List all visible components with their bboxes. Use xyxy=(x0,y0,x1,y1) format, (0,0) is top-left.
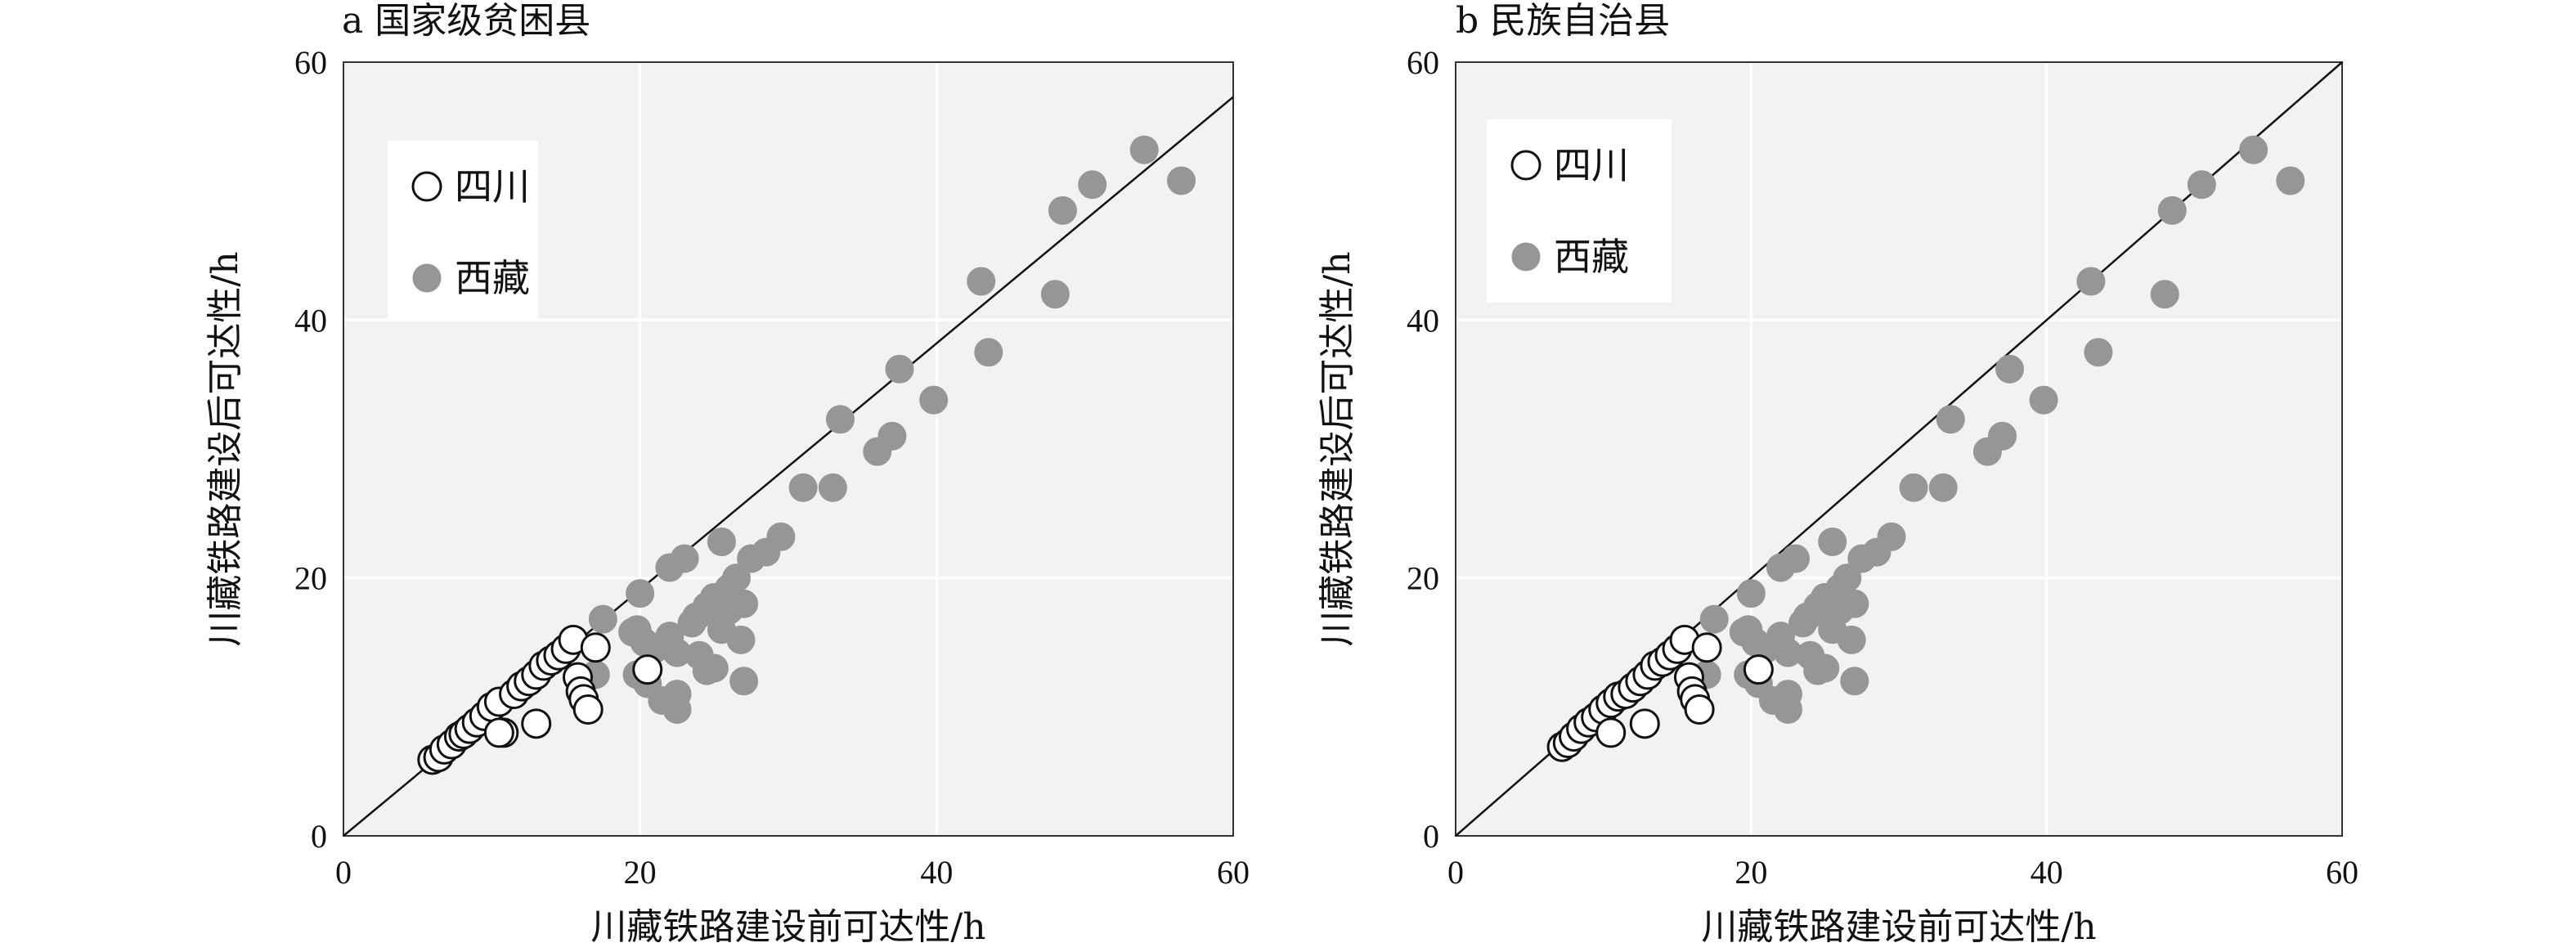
legend-label-sichuan: 四川 xyxy=(455,164,530,209)
legend-label-sichuan: 四川 xyxy=(1554,143,1629,187)
point-xizang xyxy=(1837,625,1866,654)
x-tick-label: 20 xyxy=(1735,854,1767,891)
point-xizang xyxy=(1928,473,1958,502)
chart-title: a 国家级贫困县 xyxy=(342,0,590,42)
point-xizang xyxy=(877,421,907,451)
point-xizang xyxy=(2187,170,2216,200)
y-axis-label: 川藏铁路建设后可达性/h xyxy=(204,251,246,646)
y-tick-label: 20 xyxy=(1407,560,1439,597)
point-xizang xyxy=(1167,166,1196,195)
point-xizang xyxy=(2157,195,2187,225)
point-xizang xyxy=(726,625,756,654)
point-xizang xyxy=(1877,522,1906,551)
point-xizang xyxy=(1818,528,1847,557)
point-xizang xyxy=(1734,615,1763,644)
point-sichuan xyxy=(483,717,514,748)
legend-marker-sichuan xyxy=(411,171,442,202)
point-xizang xyxy=(1040,280,1070,309)
legend-label-xizang: 西藏 xyxy=(455,256,530,300)
point-xizang xyxy=(766,522,796,551)
point-xizang xyxy=(662,638,692,667)
point-xizang xyxy=(1129,135,1159,164)
point-sichuan xyxy=(1743,654,1774,685)
y-tick-label: 40 xyxy=(1407,302,1439,339)
point-xizang xyxy=(1987,421,2017,451)
point-sichuan xyxy=(1691,632,1722,663)
point-xizang xyxy=(662,694,692,724)
point-xizang xyxy=(692,656,721,685)
plot-frame xyxy=(1455,61,2343,837)
point-xizang xyxy=(1995,354,2024,384)
point-xizang xyxy=(1825,595,1855,625)
x-axis-label: 川藏铁路建设前可达性/h xyxy=(1701,906,2096,948)
y-tick-label: 20 xyxy=(294,560,327,597)
x-tick-label: 60 xyxy=(1217,854,1250,891)
point-xizang xyxy=(2150,280,2179,309)
point-xizang xyxy=(1936,405,1965,434)
point-sichuan xyxy=(632,654,663,685)
legend-box xyxy=(388,141,538,319)
point-xizang xyxy=(2029,385,2058,415)
point-xizang xyxy=(885,354,914,384)
x-tick-label: 20 xyxy=(624,854,657,891)
point-xizang xyxy=(1699,604,1729,634)
point-sichuan xyxy=(521,708,552,739)
point-xizang xyxy=(707,528,736,557)
point-xizang xyxy=(622,615,652,644)
plot-frame xyxy=(343,61,1234,837)
point-xizang xyxy=(588,604,617,634)
point-xizang xyxy=(1899,473,1928,502)
x-tick-label: 60 xyxy=(2326,854,2358,891)
point-xizang xyxy=(1078,170,1107,200)
y-tick-label: 60 xyxy=(294,44,327,81)
x-axis-label: 川藏铁路建设前可达性/h xyxy=(590,906,985,948)
y-tick-label: 60 xyxy=(1407,44,1439,81)
point-xizang xyxy=(974,338,1003,367)
legend-marker-xizang xyxy=(1511,242,1541,272)
y-tick-label: 0 xyxy=(311,818,327,855)
point-xizang xyxy=(2076,267,2106,296)
y-axis-label: 川藏铁路建设后可达性/h xyxy=(1317,251,1358,646)
point-sichuan xyxy=(572,694,604,725)
x-tick-label: 40 xyxy=(2031,854,2063,891)
legend-label-xizang: 西藏 xyxy=(1554,235,1629,279)
point-xizang xyxy=(818,473,847,502)
chart-panel-a: a 国家级贫困县 0 20 40 60 0 20 40 60 川藏铁路建设前可达性/h 川藏铁路建设… xyxy=(204,0,1250,948)
point-xizang xyxy=(967,267,996,296)
point-xizang xyxy=(1793,602,1822,631)
point-xizang xyxy=(1781,544,1811,573)
x-tick-label: 0 xyxy=(335,854,352,891)
y-tick-label: 40 xyxy=(294,302,327,339)
y-tick-label: 0 xyxy=(1423,818,1439,855)
point-xizang xyxy=(1774,638,1802,667)
point-xizang xyxy=(682,602,711,631)
legend-marker-xizang xyxy=(412,263,442,293)
chart-panel-b: b 民族自治县 0 20 40 60 0 20 40 60 川藏铁路建设前可达性/h 川藏铁路建设后… xyxy=(1317,0,2358,948)
legend-box xyxy=(1487,119,1672,303)
point-xizang xyxy=(626,579,655,608)
point-xizang xyxy=(2084,338,2113,367)
point-xizang xyxy=(714,595,743,625)
point-xizang xyxy=(1803,656,1833,685)
point-sichuan xyxy=(1684,694,1715,725)
point-xizang xyxy=(919,385,949,415)
x-tick-label: 0 xyxy=(1447,854,1464,891)
point-xizang xyxy=(729,667,759,696)
point-xizang xyxy=(1774,694,1802,724)
point-xizang xyxy=(1736,579,1766,608)
point-xizang xyxy=(2239,135,2269,164)
legend-marker-sichuan xyxy=(1510,150,1542,181)
x-tick-label: 40 xyxy=(920,854,953,891)
chart-title: b 民族自治县 xyxy=(1456,0,1670,42)
point-xizang xyxy=(1048,195,1077,225)
point-xizang xyxy=(1840,667,1869,696)
point-xizang xyxy=(825,405,855,434)
point-sichuan xyxy=(1629,708,1660,739)
point-xizang xyxy=(670,544,699,573)
point-sichuan xyxy=(580,632,611,663)
point-xizang xyxy=(2276,166,2305,195)
point-xizang xyxy=(788,473,818,502)
point-sichuan xyxy=(1595,717,1627,748)
